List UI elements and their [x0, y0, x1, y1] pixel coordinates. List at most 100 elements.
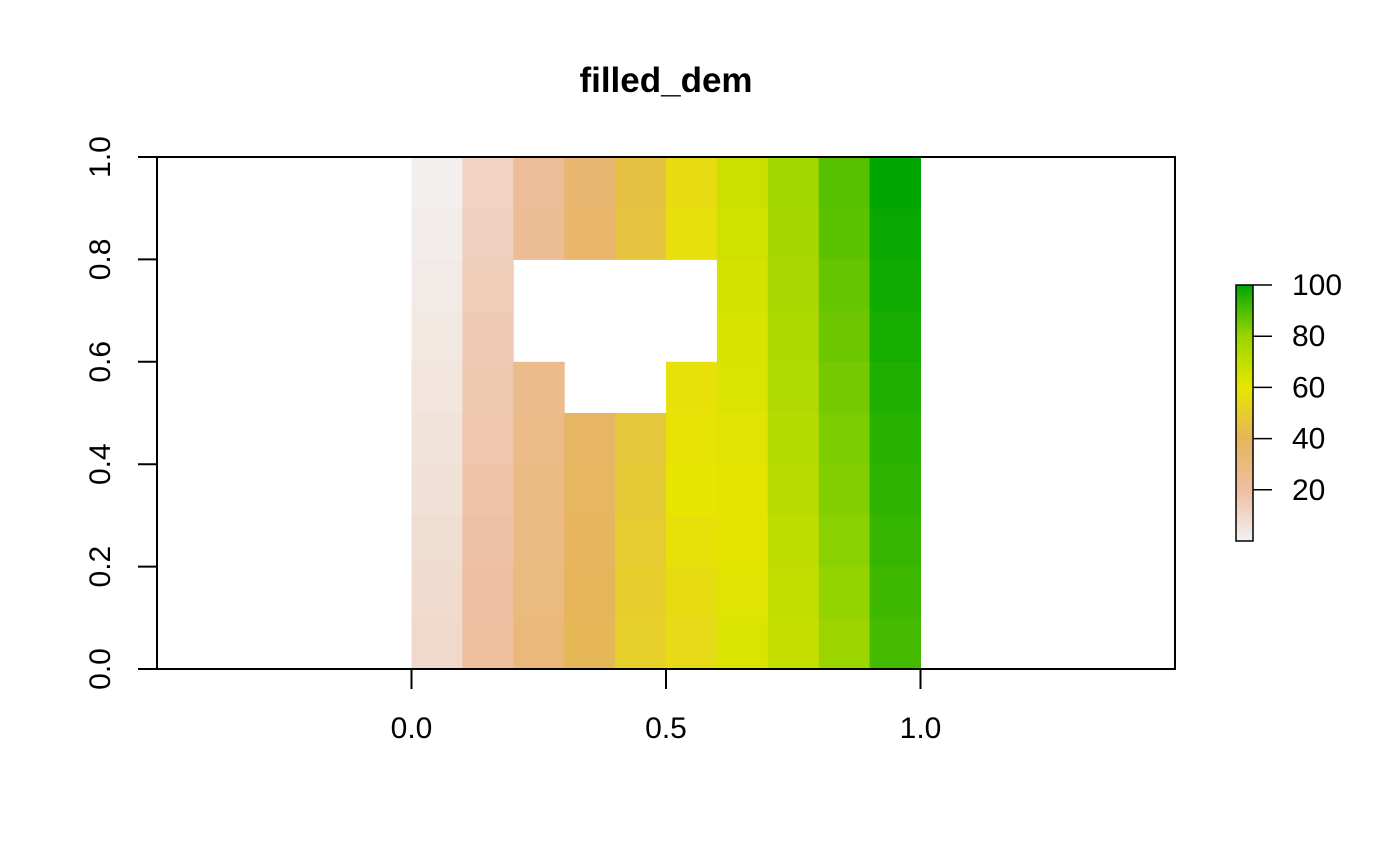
raster-cell [666, 464, 718, 516]
y-tick-label: 0.0 [84, 648, 117, 690]
legend-color-bar [1236, 285, 1253, 541]
raster-cell [869, 566, 921, 619]
raster-cell [818, 413, 871, 465]
x-tick-label: 0.0 [391, 712, 433, 745]
raster-cell [666, 617, 718, 670]
raster-cell [411, 464, 463, 516]
x-tick-label: 1.0 [900, 712, 942, 745]
x-axis: 0.0 0.5 1.0 [391, 668, 942, 745]
legend-tick-label: 40 [1292, 423, 1325, 456]
y-tick-label: 0.2 [84, 546, 117, 588]
raster-cell [818, 464, 871, 516]
raster-cell [767, 157, 820, 209]
raster-cell [869, 515, 921, 568]
raster-cell [411, 310, 463, 363]
legend-tick-label: 20 [1292, 474, 1325, 507]
raster-cell [767, 617, 820, 670]
raster-cell [564, 157, 616, 209]
raster-cell [513, 413, 565, 465]
y-tick-label: 0.8 [84, 239, 117, 281]
raster-cell [716, 361, 769, 414]
raster-cell [666, 515, 718, 568]
raster-cell [716, 464, 769, 516]
raster-cell [869, 361, 921, 414]
raster-cell [716, 413, 769, 465]
raster-cell [666, 208, 718, 260]
raster-cell [716, 566, 769, 619]
raster-cell [462, 566, 514, 619]
y-tick-label: 0.4 [84, 443, 117, 485]
raster-cell [411, 413, 463, 465]
raster-cell [818, 515, 871, 568]
legend-tick-label: 60 [1292, 371, 1325, 404]
raster-cell [411, 566, 463, 619]
raster-cell [462, 361, 514, 414]
raster-cell [513, 208, 565, 260]
raster-cell [869, 617, 921, 670]
raster-cell [869, 464, 921, 516]
raster-cell [462, 208, 514, 260]
raster-cell [818, 617, 871, 670]
raster-cell [818, 310, 871, 363]
raster-cell [716, 617, 769, 670]
x-tick-label: 0.5 [645, 712, 687, 745]
raster-cell [411, 157, 463, 209]
raster-cell [411, 259, 463, 312]
raster-cell [615, 413, 667, 465]
raster-cell [666, 413, 718, 465]
raster-cell [767, 464, 820, 516]
raster-cell [716, 259, 769, 312]
y-tick-label: 0.6 [84, 341, 117, 383]
raster-cell [716, 157, 769, 209]
raster-cell [716, 310, 769, 363]
raster-cell [513, 361, 565, 414]
chart-title: filled_dem [579, 61, 752, 100]
raster-cell [564, 515, 616, 568]
raster-cell [564, 617, 616, 670]
raster-cell [462, 413, 514, 465]
color-legend: 20 40 60 80 100 [1235, 269, 1342, 542]
raster-cell [462, 464, 514, 516]
raster-cell [767, 413, 820, 465]
raster-cell [767, 361, 820, 414]
raster-cell [564, 464, 616, 516]
raster-cell [666, 361, 718, 414]
raster-cell [666, 157, 718, 209]
raster-cell [615, 515, 667, 568]
raster-cell [615, 157, 667, 209]
raster-cell [767, 515, 820, 568]
raster-cell [615, 464, 667, 516]
raster-cell [615, 617, 667, 670]
raster-cell [513, 464, 565, 516]
raster-cell [411, 515, 463, 568]
raster-cells [411, 157, 921, 670]
legend-frame [1235, 284, 1254, 542]
raster-cell [767, 310, 820, 363]
raster-cell [513, 617, 565, 670]
raster-cell [716, 515, 769, 568]
raster-cell [564, 208, 616, 260]
raster-cell [767, 259, 820, 312]
raster-cell [818, 566, 871, 619]
raster-cell [462, 310, 514, 363]
raster-cell [411, 361, 463, 414]
raster-cell [818, 208, 871, 260]
raster-cell [615, 208, 667, 260]
raster-cell [869, 157, 921, 209]
raster-cell [767, 208, 820, 260]
y-tick-label: 1.0 [84, 136, 117, 178]
raster-cell [462, 157, 514, 209]
raster-cell [869, 310, 921, 363]
raster-cell [869, 208, 921, 260]
raster-cell [666, 566, 718, 619]
legend-tick-label: 80 [1292, 320, 1325, 353]
raster-cell [869, 413, 921, 465]
y-axis: 0.0 0.2 0.4 0.6 0.8 1.0 [84, 136, 158, 690]
raster-cell [716, 208, 769, 260]
raster-cell [462, 515, 514, 568]
raster-cell [564, 413, 616, 465]
raster-cell [818, 157, 871, 209]
raster-cell [818, 361, 871, 414]
raster-cell [513, 515, 565, 568]
